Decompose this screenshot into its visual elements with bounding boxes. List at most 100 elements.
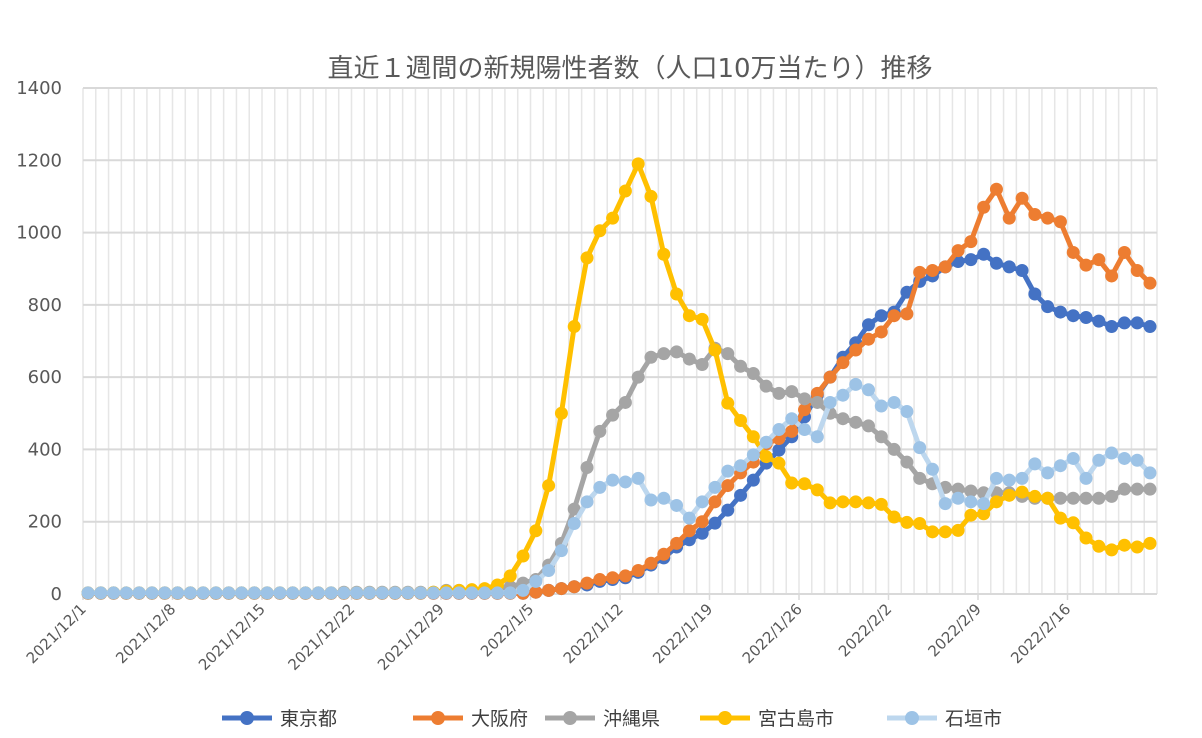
- data-point: [798, 423, 812, 437]
- legend-item: 東京都: [222, 708, 337, 730]
- data-point: [644, 493, 658, 507]
- x-tick-label: 2022/2/16: [1007, 600, 1074, 667]
- data-point: [401, 586, 415, 600]
- data-point: [209, 586, 223, 600]
- data-point: [631, 564, 645, 578]
- data-point: [503, 569, 517, 583]
- data-point: [938, 525, 952, 539]
- data-point: [554, 582, 568, 596]
- data-point: [644, 350, 658, 364]
- data-point: [734, 488, 748, 502]
- data-point: [350, 586, 364, 600]
- data-point: [951, 482, 965, 496]
- y-axis-ticks: 0 200 400 600 800 1000 1200 1400: [16, 78, 62, 605]
- data-point: [235, 586, 249, 600]
- data-point: [746, 448, 760, 462]
- data-point: [631, 370, 645, 384]
- data-point: [618, 475, 632, 489]
- data-point: [554, 544, 568, 558]
- series-3: [81, 157, 1157, 600]
- data-point: [1015, 471, 1029, 485]
- legend-marker-icon: [431, 711, 445, 725]
- data-point: [554, 406, 568, 420]
- data-point: [1002, 473, 1016, 487]
- legend: 東京都 大阪府 沖縄県 宮古島市 石垣市: [222, 708, 1002, 730]
- data-point: [823, 496, 837, 510]
- data-point: [644, 556, 658, 570]
- data-point: [580, 251, 594, 265]
- data-point: [670, 345, 684, 359]
- data-point: [913, 517, 927, 531]
- data-point: [631, 157, 645, 171]
- data-point: [324, 586, 338, 600]
- data-point: [925, 525, 939, 539]
- data-point: [1143, 482, 1157, 496]
- data-point: [874, 399, 888, 413]
- data-point: [1117, 482, 1131, 496]
- data-point: [631, 471, 645, 485]
- data-point: [836, 495, 850, 509]
- data-point: [746, 430, 760, 444]
- data-point: [1092, 314, 1106, 328]
- data-point: [849, 495, 863, 509]
- data-point: [989, 256, 1003, 270]
- x-tick-label: 2021/12/22: [284, 600, 358, 674]
- data-point: [695, 357, 709, 371]
- data-point: [772, 443, 786, 457]
- x-tick-label: 2021/12/29: [374, 600, 448, 674]
- data-point: [529, 585, 543, 599]
- data-point: [964, 253, 978, 267]
- series-0: [81, 247, 1157, 600]
- data-point: [862, 383, 876, 397]
- data-point: [759, 450, 773, 464]
- data-point: [1053, 459, 1067, 473]
- data-point: [1015, 191, 1029, 205]
- legend-label: 石垣市: [945, 708, 1002, 730]
- data-point: [81, 586, 95, 600]
- data-point: [580, 576, 594, 590]
- legend-label: 宮古島市: [758, 708, 834, 730]
- data-point: [823, 395, 837, 409]
- data-point: [772, 423, 786, 437]
- data-point: [1143, 276, 1157, 290]
- y-tick-label: 1000: [16, 223, 62, 244]
- data-point: [1028, 457, 1042, 471]
- data-point: [529, 574, 543, 588]
- data-point: [670, 287, 684, 301]
- data-point: [567, 320, 581, 334]
- data-point: [1130, 482, 1144, 496]
- data-point: [721, 464, 735, 478]
- data-point: [977, 247, 991, 261]
- data-point: [746, 367, 760, 381]
- data-point: [1015, 264, 1029, 278]
- data-point: [145, 586, 159, 600]
- data-point: [951, 523, 965, 537]
- data-point: [670, 498, 684, 512]
- data-point: [1117, 245, 1131, 259]
- data-point: [900, 515, 914, 529]
- data-point: [1130, 264, 1144, 278]
- data-point: [862, 496, 876, 510]
- data-point: [1002, 260, 1016, 274]
- data-point: [439, 586, 453, 600]
- data-point: [1105, 543, 1119, 557]
- data-point: [849, 415, 863, 429]
- data-point: [1041, 466, 1055, 480]
- data-point: [375, 586, 389, 600]
- data-point: [900, 455, 914, 469]
- data-point: [862, 332, 876, 346]
- data-point: [810, 386, 824, 400]
- data-point: [695, 526, 709, 540]
- data-point: [682, 352, 696, 366]
- data-point: [874, 497, 888, 511]
- data-point: [1092, 453, 1106, 467]
- data-point: [1143, 320, 1157, 334]
- data-point: [618, 395, 632, 409]
- y-tick-label: 800: [28, 295, 62, 316]
- data-point: [1105, 269, 1119, 283]
- data-point: [785, 412, 799, 426]
- data-point: [1130, 316, 1144, 330]
- data-point: [887, 442, 901, 456]
- data-point: [657, 547, 671, 561]
